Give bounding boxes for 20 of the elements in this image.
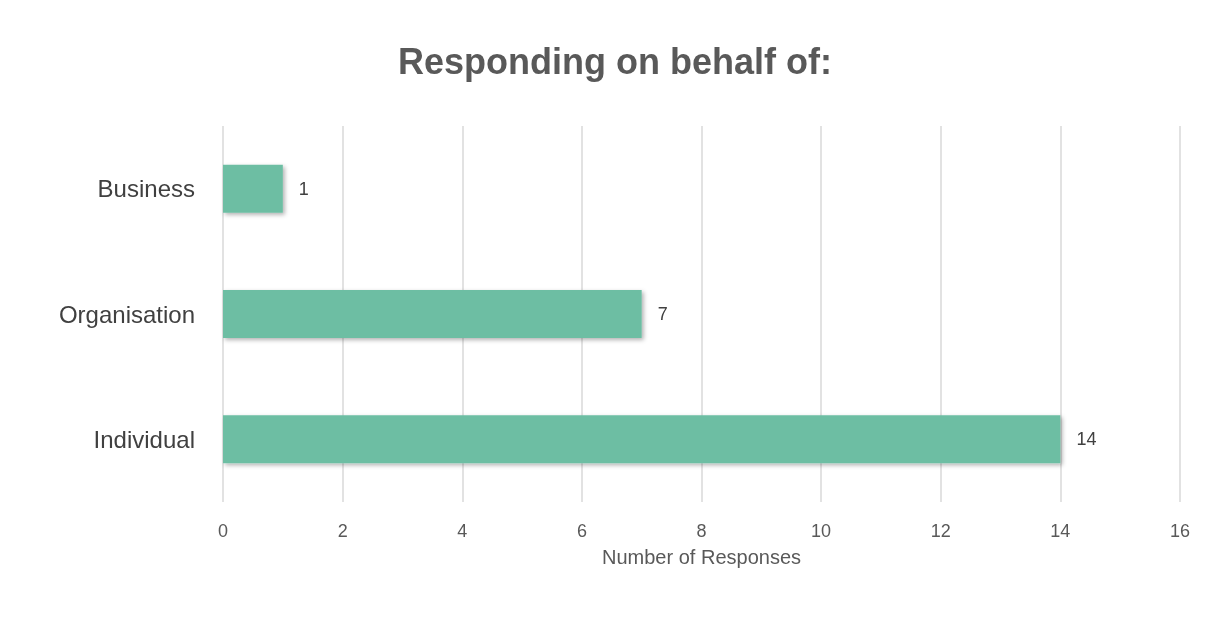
bar — [223, 164, 283, 213]
y-tick-label: Business — [97, 175, 195, 203]
x-tick-label: 4 — [457, 521, 468, 541]
x-tick-label: 14 — [1050, 521, 1071, 541]
data-label: 14 — [1076, 429, 1097, 450]
x-tick-label: 10 — [811, 521, 832, 541]
data-label: 1 — [298, 178, 309, 199]
x-axis-title: Number of Responses — [602, 546, 801, 568]
bar — [223, 415, 1061, 464]
x-tick-label: 12 — [930, 521, 951, 541]
chart-title: Responding on behalf of: — [398, 40, 832, 82]
x-tick-label: 2 — [337, 521, 348, 541]
x-tick-label: 0 — [217, 521, 229, 541]
data-label: 7 — [657, 304, 668, 324]
bar — [223, 290, 642, 338]
x-tick-label: 8 — [696, 521, 707, 541]
x-tick-label: 16 — [1169, 521, 1191, 541]
y-tick-label: Organisation — [58, 300, 195, 328]
y-tick-label: Individual — [93, 425, 195, 453]
x-tick-label: 6 — [576, 521, 587, 541]
